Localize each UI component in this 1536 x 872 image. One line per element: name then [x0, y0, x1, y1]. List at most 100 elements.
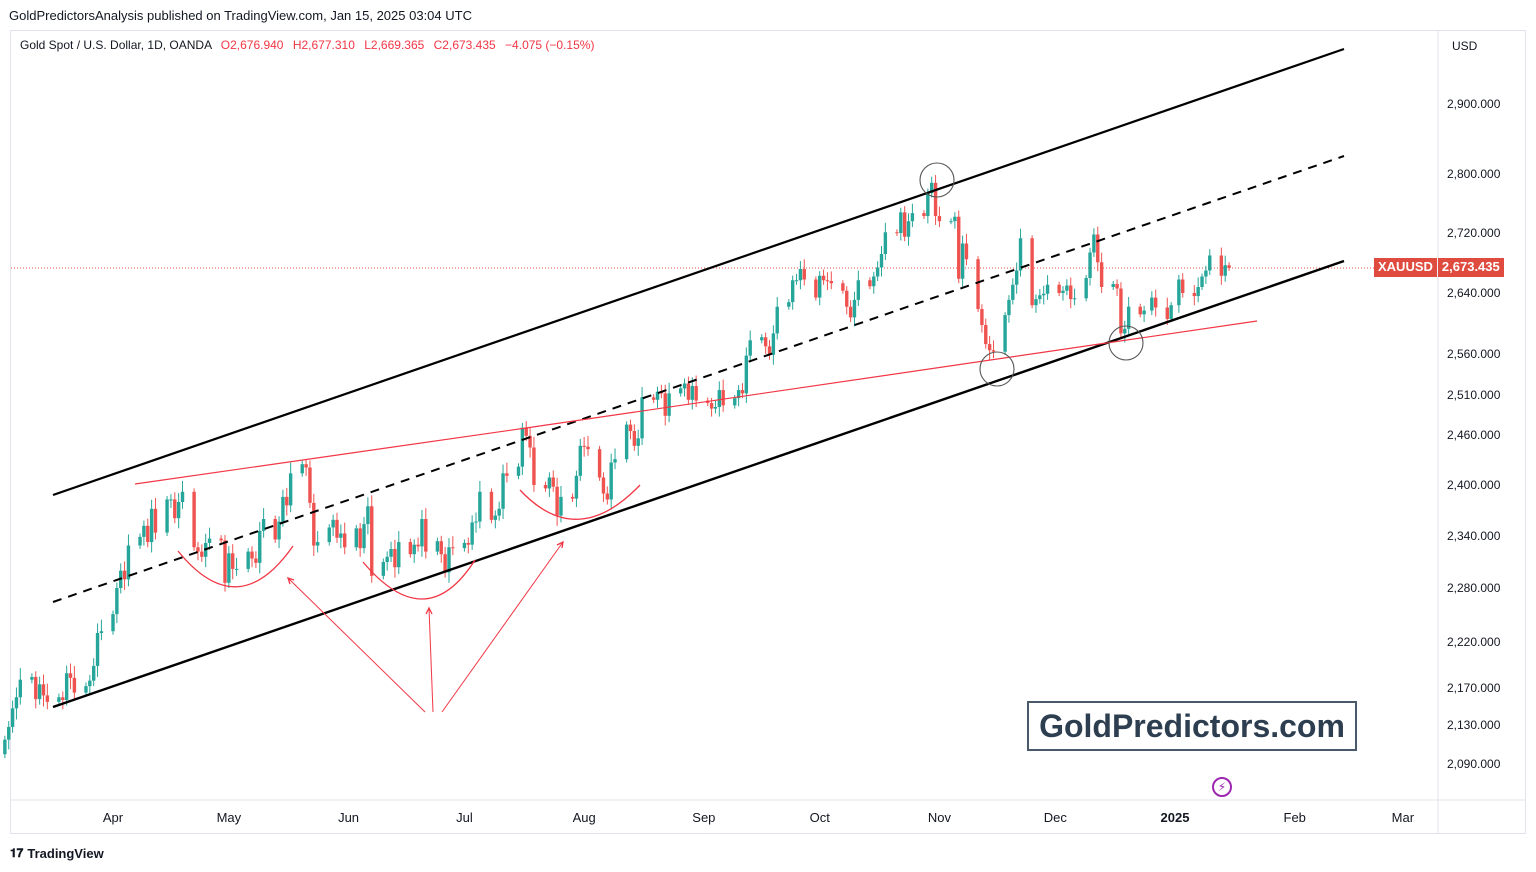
candle-body[interactable]: [740, 390, 745, 394]
candle-body[interactable]: [91, 665, 96, 681]
candle-body[interactable]: [667, 393, 671, 416]
candle-body[interactable]: [14, 697, 19, 709]
candle-body[interactable]: [3, 739, 7, 755]
candle-body[interactable]: [794, 280, 799, 282]
candle-body[interactable]: [609, 462, 613, 500]
candle-body[interactable]: [1142, 310, 1146, 315]
candle-body[interactable]: [250, 551, 254, 559]
candle-body[interactable]: [478, 491, 482, 522]
candle-body[interactable]: [1196, 287, 1200, 297]
candle-body[interactable]: [315, 542, 320, 546]
candle-body[interactable]: [308, 467, 312, 503]
candle-body[interactable]: [1111, 284, 1115, 287]
candle-body[interactable]: [1123, 328, 1127, 334]
candle-body[interactable]: [582, 445, 586, 447]
candle-body[interactable]: [1057, 284, 1061, 293]
candle-body[interactable]: [300, 464, 304, 474]
candle-body[interactable]: [435, 541, 440, 552]
candle-body[interactable]: [1204, 270, 1208, 277]
candle-body[interactable]: [980, 309, 984, 326]
candle-body[interactable]: [1038, 295, 1042, 300]
candle-body[interactable]: [61, 697, 65, 701]
candle-body[interactable]: [219, 538, 223, 541]
candle-body[interactable]: [856, 280, 861, 300]
candle-body[interactable]: [1165, 307, 1169, 319]
candle-body[interactable]: [339, 533, 343, 538]
candle-body[interactable]: [1227, 265, 1231, 268]
candle-body[interactable]: [99, 631, 104, 633]
candle-body[interactable]: [45, 695, 50, 702]
candle-body[interactable]: [1115, 284, 1119, 289]
candle-body[interactable]: [655, 391, 660, 400]
candle-body[interactable]: [10, 708, 15, 727]
candle-body[interactable]: [231, 553, 235, 569]
candle-body[interactable]: [7, 726, 11, 740]
candle-body[interactable]: [733, 398, 737, 406]
candle-body[interactable]: [960, 243, 965, 279]
candle-body[interactable]: [933, 182, 938, 217]
candle-body[interactable]: [1223, 265, 1227, 276]
candle-body[interactable]: [138, 536, 142, 546]
candle-body[interactable]: [899, 212, 903, 233]
candle-body[interactable]: [397, 542, 401, 568]
candle-body[interactable]: [64, 673, 69, 701]
candle-body[interactable]: [1011, 284, 1015, 300]
candle-body[interactable]: [312, 502, 316, 546]
candle-body[interactable]: [362, 524, 366, 549]
candle-body[interactable]: [474, 521, 478, 523]
candle-body[interactable]: [273, 519, 277, 540]
candle-body[interactable]: [443, 554, 447, 573]
candle-body[interactable]: [694, 385, 698, 401]
candle-body[interactable]: [84, 686, 88, 693]
candle-body[interactable]: [976, 259, 980, 310]
candle-body[interactable]: [18, 679, 23, 698]
candle-body[interactable]: [408, 542, 413, 555]
candle-body[interactable]: [343, 533, 347, 548]
candle-body[interactable]: [922, 213, 926, 217]
candle-body[interactable]: [678, 388, 683, 394]
candle-body[interactable]: [72, 677, 77, 693]
candle-body[interactable]: [1061, 290, 1065, 293]
candle-body[interactable]: [1181, 279, 1185, 294]
candle-body[interactable]: [354, 528, 358, 548]
candle-body[interactable]: [149, 508, 154, 543]
candle-body[interactable]: [984, 325, 988, 345]
candle-body[interactable]: [1208, 255, 1212, 271]
candle-body[interactable]: [957, 216, 961, 279]
candle-body[interactable]: [173, 499, 177, 519]
candle-body[interactable]: [605, 493, 610, 500]
candle-body[interactable]: [964, 243, 969, 260]
candle-body[interactable]: [628, 424, 633, 431]
candle-body[interactable]: [196, 547, 200, 552]
footer[interactable]: 𝟏𝟕 TradingView: [10, 846, 104, 861]
candle-body[interactable]: [424, 519, 428, 552]
candle-body[interactable]: [543, 485, 548, 489]
candle-body[interactable]: [1034, 299, 1038, 306]
candle-body[interactable]: [767, 346, 772, 355]
candle-body[interactable]: [111, 614, 115, 632]
candle-body[interactable]: [207, 538, 212, 543]
candle-body[interactable]: [1150, 297, 1154, 311]
candle-body[interactable]: [288, 473, 293, 506]
candle-body[interactable]: [146, 525, 150, 543]
candle-body[interactable]: [34, 676, 38, 700]
candle-body[interactable]: [416, 544, 420, 547]
candle-body[interactable]: [95, 633, 100, 666]
candle-body[interactable]: [686, 383, 691, 400]
candle-body[interactable]: [802, 269, 806, 280]
candle-body[interactable]: [713, 407, 718, 409]
candle-body[interactable]: [327, 527, 331, 543]
candle-body[interactable]: [848, 306, 853, 318]
candle-body[interactable]: [1041, 293, 1046, 296]
candle-body[interactable]: [470, 522, 474, 545]
candle-body[interactable]: [841, 283, 845, 291]
candle-body[interactable]: [88, 680, 92, 687]
candle-body[interactable]: [447, 547, 451, 573]
candle-body[interactable]: [520, 427, 525, 467]
candle-body[interactable]: [370, 506, 374, 576]
candle-body[interactable]: [385, 556, 389, 562]
candle-body[interactable]: [1192, 293, 1197, 297]
candle-body[interactable]: [200, 551, 204, 557]
candle-body[interactable]: [1088, 252, 1092, 279]
